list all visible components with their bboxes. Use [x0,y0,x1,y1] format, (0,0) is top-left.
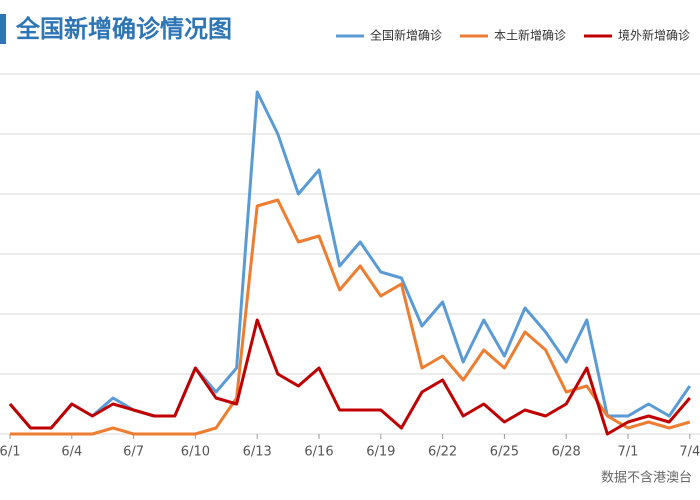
x-tick-label: 6/25 [490,445,519,460]
x-tick-label: 6/13 [243,445,272,460]
x-tick-label: 7/1 [618,445,639,460]
x-tick-label: 6/7 [123,445,144,460]
x-tick-label: 6/4 [61,445,82,460]
x-tick-label: 6/16 [304,445,333,460]
series-line [8,90,692,430]
legend-label: 本土新增确诊 [494,28,566,43]
footnote: 数据不含港澳台 [601,470,692,486]
series-line [8,318,691,436]
chart-title: 全国新增确诊情况图 [15,15,232,43]
x-tick-label: 7/4 [679,445,700,460]
x-tick-label: 6/28 [552,445,581,460]
x-tick-label: 6/10 [181,445,210,460]
title-accent [0,14,6,44]
legend-label: 全国新增确诊 [370,28,442,43]
x-tick-label: 6/1 [0,445,20,460]
legend-label: 境外新增确诊 [618,28,690,43]
x-tick-label: 6/19 [366,445,395,460]
x-tick-label: 6/22 [428,445,457,460]
